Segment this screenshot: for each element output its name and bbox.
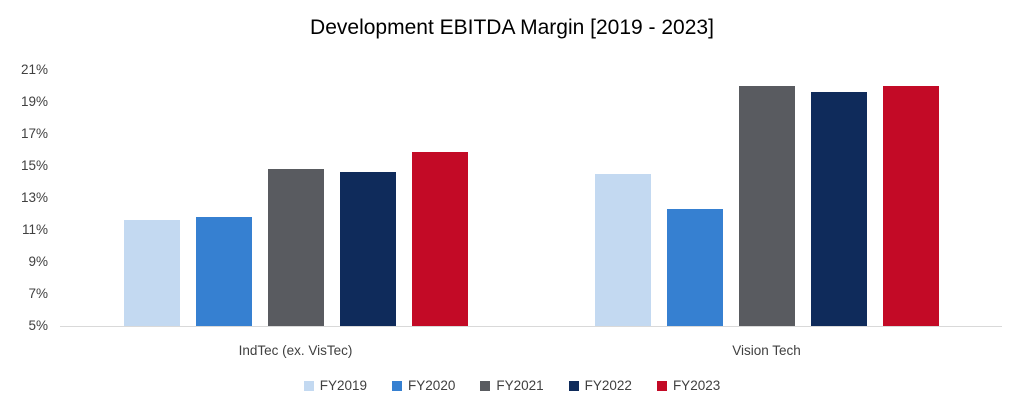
y-axis-tick-label: 9% <box>28 254 48 269</box>
y-axis-tick-label: 7% <box>28 286 48 301</box>
x-axis-category-label: Vision Tech <box>732 343 801 358</box>
bar-fy2022-vision-tech <box>810 92 867 326</box>
legend-swatch-icon <box>568 380 579 391</box>
legend-label: FY2022 <box>584 378 632 393</box>
y-axis-tick-label: 17% <box>20 126 48 141</box>
x-axis-line <box>60 326 1002 327</box>
legend-item-fy2023: FY2023 <box>656 378 721 393</box>
legend-label: FY2019 <box>319 378 368 393</box>
bar-group <box>60 70 531 326</box>
legend-label: FY2020 <box>408 378 456 393</box>
bar-group <box>531 70 1002 326</box>
legend-label: FY2021 <box>496 378 544 393</box>
bar-fy2023-indtec <box>411 151 468 326</box>
legend-swatch-icon <box>656 380 667 391</box>
y-axis-tick-label: 19% <box>20 94 48 109</box>
bar-fy2022-indtec <box>339 172 396 326</box>
bar-fy2021-indtec <box>267 169 324 326</box>
bar-fy2021-vision-tech <box>738 86 795 326</box>
bar-fy2020-vision-tech <box>666 209 723 326</box>
legend-swatch-icon <box>480 380 491 391</box>
legend-item-fy2019: FY2019 <box>303 378 368 393</box>
y-axis-tick-label: 11% <box>21 222 48 237</box>
bar-fy2019-indtec <box>123 220 180 326</box>
legend-item-fy2022: FY2022 <box>568 378 632 393</box>
y-axis-tick-label: 15% <box>20 158 48 173</box>
legend-item-fy2020: FY2020 <box>392 378 455 393</box>
bar-fy2023-vision-tech <box>882 86 939 326</box>
y-axis-tick-label: 5% <box>28 318 48 333</box>
legend-swatch-icon <box>303 380 314 391</box>
plot-area <box>60 70 1002 326</box>
y-axis-tick-label: 13% <box>20 190 48 205</box>
y-axis-tick-label: 21% <box>20 62 48 77</box>
bar-fy2020-indtec <box>195 217 252 326</box>
legend: FY2019 FY2020 FY2021 FY2022 FY2023 <box>0 378 1024 393</box>
legend-item-fy2021: FY2021 <box>480 378 544 393</box>
legend-swatch-icon <box>392 380 403 391</box>
bar-fy2019-vision-tech <box>594 174 651 326</box>
chart-title: Development EBITDA Margin [2019 - 2023] <box>310 16 714 39</box>
legend-label: FY2023 <box>672 378 721 393</box>
x-axis-category-label: IndTec (ex. VisTec) <box>238 343 353 358</box>
